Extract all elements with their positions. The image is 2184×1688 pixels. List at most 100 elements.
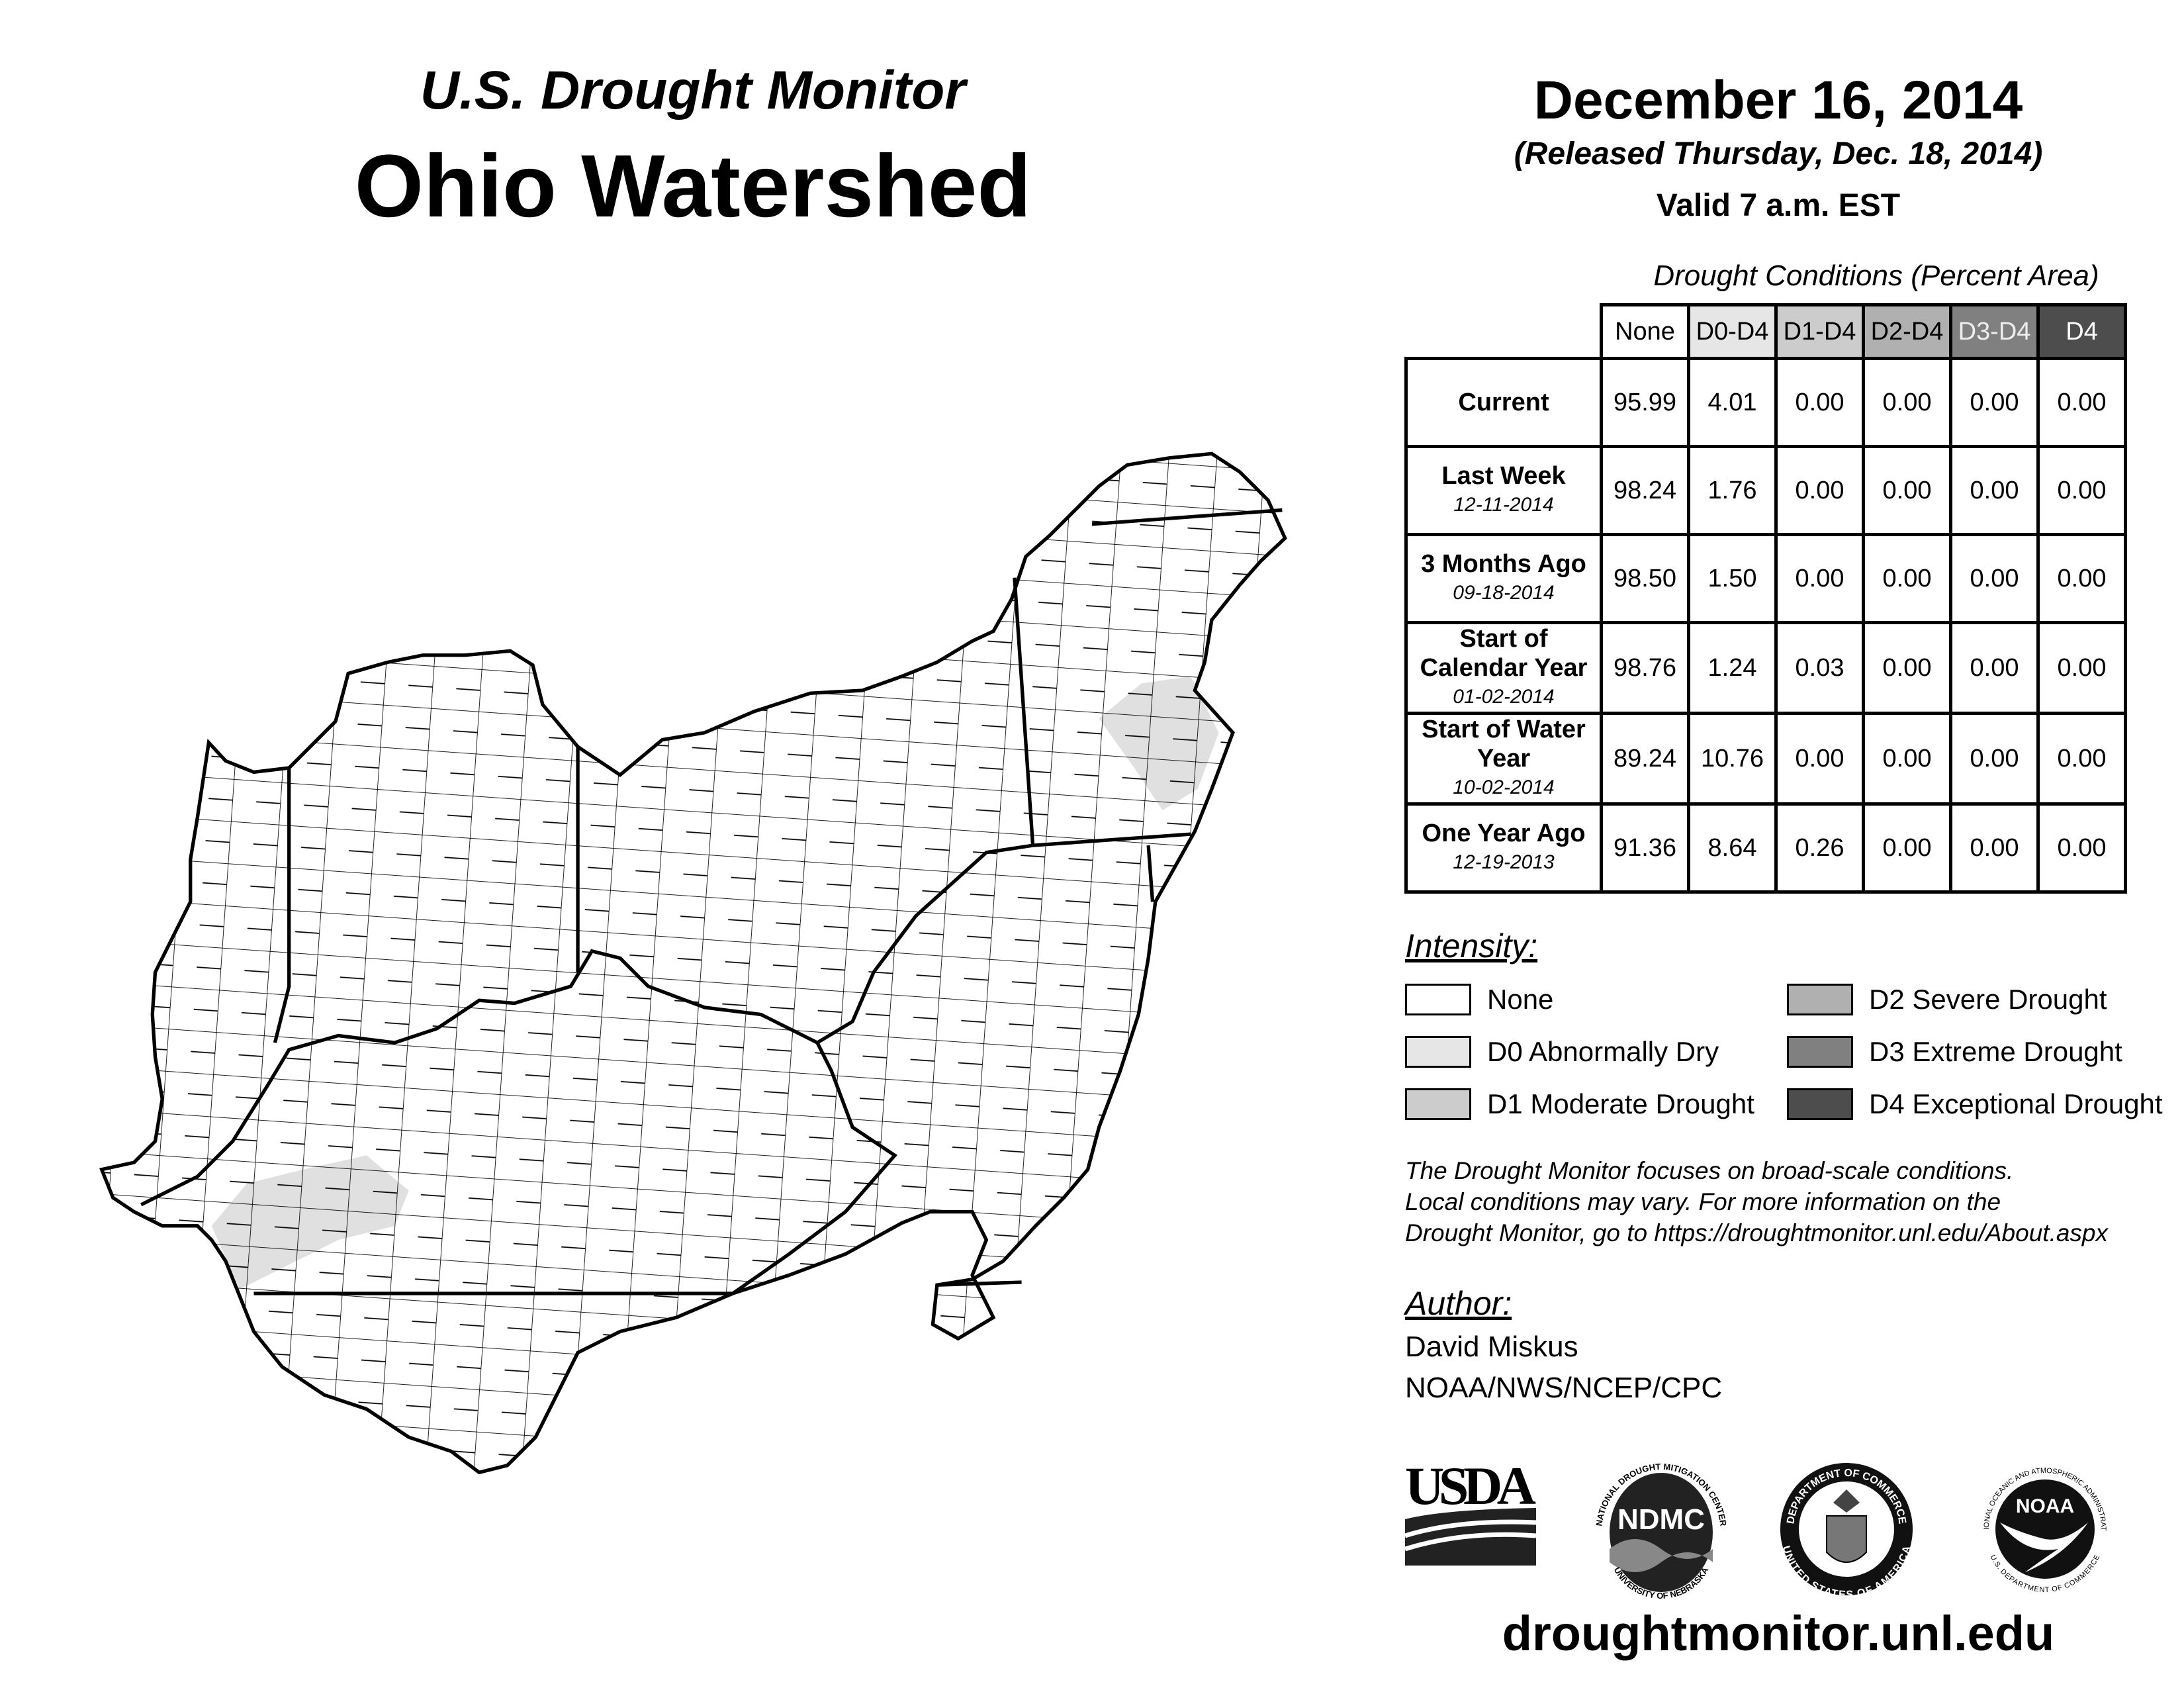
map-subtitle: U.S. Drought Monitor bbox=[420, 60, 966, 120]
col-header: D4 bbox=[2036, 303, 2127, 360]
release-date: (Released Thursday, Dec. 18, 2014) bbox=[1514, 136, 2043, 171]
row-label-text: One Year Ago bbox=[1422, 820, 1586, 847]
noaa-logo: NOAA NATIONAL OCEANIC AND ATMOSPHERIC AD… bbox=[1972, 1456, 2107, 1594]
table-cell: 1.50 bbox=[1687, 533, 1778, 624]
row-label: Current bbox=[1404, 357, 1603, 448]
table-cell: 0.00 bbox=[1862, 712, 1952, 806]
legend-item-d4: D4 Exceptional Drought bbox=[1787, 1088, 2163, 1120]
author-name: David Miskus bbox=[1405, 1331, 1578, 1363]
table-cell: 0.00 bbox=[1862, 533, 1952, 624]
table-cell: 0.00 bbox=[2036, 445, 2127, 536]
disclaimer-note: The Drought Monitor focuses on broad-sca… bbox=[1405, 1157, 2108, 1246]
table-cell: 0.00 bbox=[1949, 621, 2040, 715]
row-label-text: 3 Months Ago bbox=[1421, 550, 1586, 578]
table-cell: 0.00 bbox=[1774, 712, 1865, 806]
legend-swatch bbox=[1405, 984, 1471, 1015]
table-cell: 0.00 bbox=[1774, 445, 1865, 536]
valid-time: Valid 7 a.m. EST bbox=[1656, 188, 1901, 223]
table-header-row: None D0-D4 D1-D4 D2-D4 D3-D4 D4 bbox=[1406, 303, 2127, 360]
row-label: 3 Months Ago 09-18-2014 bbox=[1404, 533, 1603, 624]
table-cell: 0.00 bbox=[1862, 357, 1952, 448]
drought-conditions-table: None D0-D4 D1-D4 D2-D4 D3-D4 D4 Current 9… bbox=[1404, 303, 2127, 894]
table-cell: 1.24 bbox=[1687, 621, 1778, 715]
svg-text:NDMC: NDMC bbox=[1617, 1503, 1705, 1536]
row-label-text: Start of Water Year bbox=[1422, 716, 1586, 773]
map-title: Ohio Watershed bbox=[354, 137, 1032, 236]
table-cell: 98.50 bbox=[1600, 533, 1690, 624]
row-label-text: Start of Calendar Year bbox=[1420, 625, 1588, 682]
state-boundaries bbox=[140, 508, 1283, 1295]
table-row: Start of Calendar Year 01-02-2014 98.76 1.2… bbox=[1404, 621, 2127, 715]
svg-text:USDA: USDA bbox=[1405, 1456, 1536, 1516]
table-cell: 4.01 bbox=[1687, 357, 1778, 448]
legend-swatch bbox=[1787, 1036, 1853, 1068]
table-cell: 0.00 bbox=[1949, 533, 2040, 624]
row-label: One Year Ago 12-19-2013 bbox=[1404, 802, 1603, 894]
row-date: 01-02-2014 bbox=[1453, 686, 1555, 708]
row-label-text: Last Week bbox=[1441, 462, 1566, 490]
department-of-commerce-seal: DEPARTMENT OF COMMERCE UNITED STATES OF … bbox=[1780, 1463, 1913, 1601]
author-org: NOAA/NWS/NCEP/CPC bbox=[1405, 1372, 1723, 1404]
author-heading: Author: bbox=[1405, 1285, 1512, 1322]
legend-item-d2: D2 Severe Drought bbox=[1787, 984, 2107, 1015]
legend-title: Intensity: bbox=[1405, 927, 1538, 964]
table-cell: 0.00 bbox=[1949, 802, 2040, 894]
table-cell: 89.24 bbox=[1600, 712, 1690, 806]
table-row: Start of Water Year 10-02-2014 89.24 10.76 0… bbox=[1404, 712, 2127, 806]
table-cell: 0.00 bbox=[1949, 712, 2040, 806]
table-cell: 0.00 bbox=[1862, 445, 1952, 536]
table-cell: 0.03 bbox=[1774, 621, 1865, 715]
table-cell: 0.00 bbox=[1774, 533, 1865, 624]
table-cell: 8.64 bbox=[1687, 802, 1778, 894]
table-row: Current 95.99 4.01 0.00 0.00 0.00 0.00 bbox=[1404, 357, 2127, 448]
table-cell: 0.26 bbox=[1774, 802, 1865, 894]
legend-item-d3: D3 Extreme Drought bbox=[1787, 1036, 2122, 1068]
row-label: Start of Calendar Year 01-02-2014 bbox=[1404, 621, 1603, 715]
table-cell: 98.76 bbox=[1600, 621, 1690, 715]
col-header: D0-D4 bbox=[1687, 303, 1778, 360]
table-cell: 1.76 bbox=[1687, 445, 1778, 536]
valid-date: December 16, 2014 bbox=[1533, 70, 2023, 130]
table-cell: 95.99 bbox=[1600, 357, 1690, 448]
col-header: D3-D4 bbox=[1949, 303, 2040, 360]
table-cell: 0.00 bbox=[2036, 712, 2127, 806]
row-date: 09-18-2014 bbox=[1453, 582, 1555, 604]
legend-item-none: None bbox=[1405, 984, 1553, 1015]
legend-item-d1: D1 Moderate Drought bbox=[1405, 1088, 1754, 1120]
table-cell: 10.76 bbox=[1687, 712, 1778, 806]
row-label: Last Week 12-11-2014 bbox=[1404, 445, 1603, 536]
legend-swatch bbox=[1787, 1088, 1853, 1120]
table-cell: 0.00 bbox=[1949, 357, 2040, 448]
table-row: Last Week 12-11-2014 98.24 1.76 0.00 0.00 0.00… bbox=[1404, 445, 2127, 536]
table-cell: 0.00 bbox=[2036, 357, 2127, 448]
table-cell: 0.00 bbox=[1949, 445, 2040, 536]
table-cell: 91.36 bbox=[1600, 802, 1690, 894]
website-link[interactable]: droughtmonitor.unl.edu bbox=[1502, 1606, 2055, 1661]
legend-swatch bbox=[1787, 984, 1853, 1015]
col-header: None bbox=[1600, 303, 1690, 360]
legend-item-d0: D0 Abnormally Dry bbox=[1405, 1036, 1719, 1068]
table-cell: 0.00 bbox=[2036, 621, 2127, 715]
legend-swatch bbox=[1405, 1088, 1471, 1120]
table-caption: Drought Conditions (Percent Area) bbox=[1653, 259, 2099, 292]
table-cell: 0.00 bbox=[2036, 533, 2127, 624]
row-label-text: Current bbox=[1458, 389, 1549, 416]
row-label: Start of Water Year 10-02-2014 bbox=[1404, 712, 1603, 806]
row-date: 12-19-2013 bbox=[1453, 851, 1555, 873]
svg-text:NOAA: NOAA bbox=[2016, 1495, 2074, 1517]
table-cell: 0.00 bbox=[1862, 802, 1952, 894]
col-header: D2-D4 bbox=[1862, 303, 1952, 360]
usda-logo: USDA bbox=[1405, 1456, 1537, 1566]
row-date: 10-02-2014 bbox=[1453, 776, 1555, 798]
table-cell: 0.00 bbox=[2036, 802, 2127, 894]
col-header: D1-D4 bbox=[1774, 303, 1865, 360]
table-cell: 98.24 bbox=[1600, 445, 1690, 536]
table-row: One Year Ago 12-19-2013 91.36 8.64 0.26 0.00 0… bbox=[1404, 802, 2127, 894]
legend-swatch bbox=[1405, 1036, 1471, 1068]
row-date: 12-11-2014 bbox=[1453, 494, 1554, 516]
table-cell: 0.00 bbox=[1774, 357, 1865, 448]
table-row: 3 Months Ago 09-18-2014 98.50 1.50 0.00 0.00 0… bbox=[1404, 533, 2127, 624]
ndmc-logo: NDMC NATIONAL DROUGHT MITIGATION CENTER … bbox=[1594, 1462, 1728, 1601]
table-cell: 0.00 bbox=[1862, 621, 1952, 715]
